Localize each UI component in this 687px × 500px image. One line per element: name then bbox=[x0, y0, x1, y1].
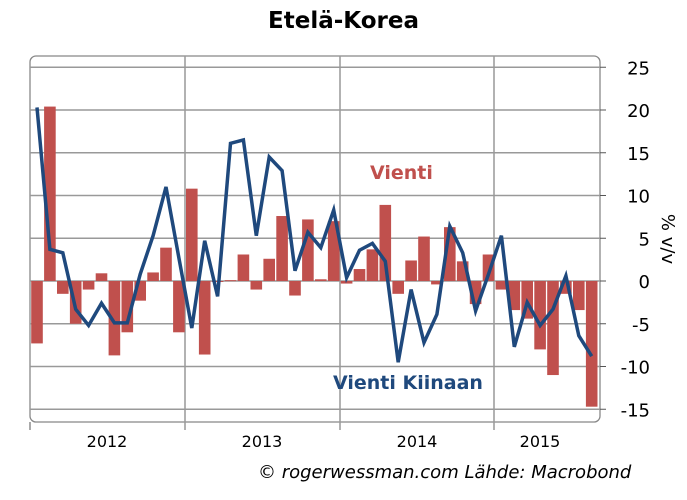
bar-vienti bbox=[573, 281, 585, 311]
bar-vienti bbox=[289, 281, 301, 296]
bar-vienti bbox=[121, 281, 134, 333]
bar-vienti bbox=[276, 216, 288, 281]
bar-vienti bbox=[224, 280, 237, 282]
y-tick-label: 20 bbox=[627, 101, 650, 122]
bar-vienti bbox=[585, 281, 598, 407]
chart-title: Etelä-Korea bbox=[268, 8, 419, 34]
bar-vienti bbox=[379, 204, 392, 281]
bar-vienti bbox=[263, 258, 275, 281]
bar-vienti bbox=[82, 281, 95, 290]
bar-vienti bbox=[560, 281, 572, 294]
bar-vienti bbox=[340, 281, 353, 284]
bar-vienti bbox=[134, 281, 146, 301]
y-tick-label: 5 bbox=[639, 229, 650, 250]
bar-vienti bbox=[108, 281, 121, 356]
bar-vienti bbox=[186, 188, 198, 281]
bar-vienti bbox=[444, 227, 456, 281]
bar-vienti bbox=[327, 221, 340, 281]
y-axis-label: % v/v bbox=[657, 214, 678, 265]
bar-vienti bbox=[418, 236, 430, 281]
x-year-label: 2014 bbox=[397, 432, 438, 451]
y-tick-label: 15 bbox=[627, 144, 650, 165]
bar-vienti bbox=[534, 281, 546, 350]
x-year-label: 2012 bbox=[87, 432, 128, 451]
bar-vienti bbox=[44, 106, 56, 281]
bar-vienti bbox=[57, 281, 69, 294]
y-tick-label: 10 bbox=[627, 187, 650, 208]
bar-vienti bbox=[469, 281, 482, 305]
bar-vienti bbox=[173, 281, 185, 333]
label-vienti-kiinaan: Vienti Kiinaan bbox=[333, 372, 483, 394]
y-tick-label: 0 bbox=[639, 272, 650, 293]
bar-vienti bbox=[237, 254, 250, 281]
bar-vienti bbox=[547, 281, 559, 376]
bar-vienti bbox=[160, 247, 172, 281]
y-tick-label: 25 bbox=[627, 58, 650, 79]
bar-vienti bbox=[31, 281, 43, 344]
y-tick-label: -10 bbox=[621, 358, 650, 379]
line-vienti-kiinaan bbox=[35, 107, 594, 363]
credit-text: © rogerwessman.com Lähde: Macrobond bbox=[258, 462, 632, 483]
bar-vienti bbox=[495, 281, 508, 290]
y-tick-label: -5 bbox=[632, 315, 650, 336]
bar-vienti bbox=[482, 254, 495, 281]
bar-vienti bbox=[392, 281, 404, 294]
bar-vienti bbox=[405, 260, 417, 281]
bar-vienti bbox=[198, 281, 211, 355]
bar-vienti bbox=[302, 219, 314, 281]
x-year-label: 2013 bbox=[242, 432, 283, 451]
bar-vienti bbox=[95, 273, 108, 281]
label-vienti: Vienti bbox=[370, 162, 433, 184]
bar-vienti bbox=[315, 279, 327, 281]
y-tick-label: -15 bbox=[621, 400, 650, 421]
bar-vienti bbox=[250, 281, 263, 290]
bar-vienti bbox=[456, 261, 469, 281]
bar-vienti bbox=[366, 249, 379, 281]
x-year-label: 2015 bbox=[520, 432, 561, 451]
bar-vienti bbox=[353, 269, 366, 281]
bar-vienti bbox=[508, 281, 521, 311]
bar-vienti bbox=[147, 272, 159, 281]
bar-vienti bbox=[431, 281, 443, 285]
